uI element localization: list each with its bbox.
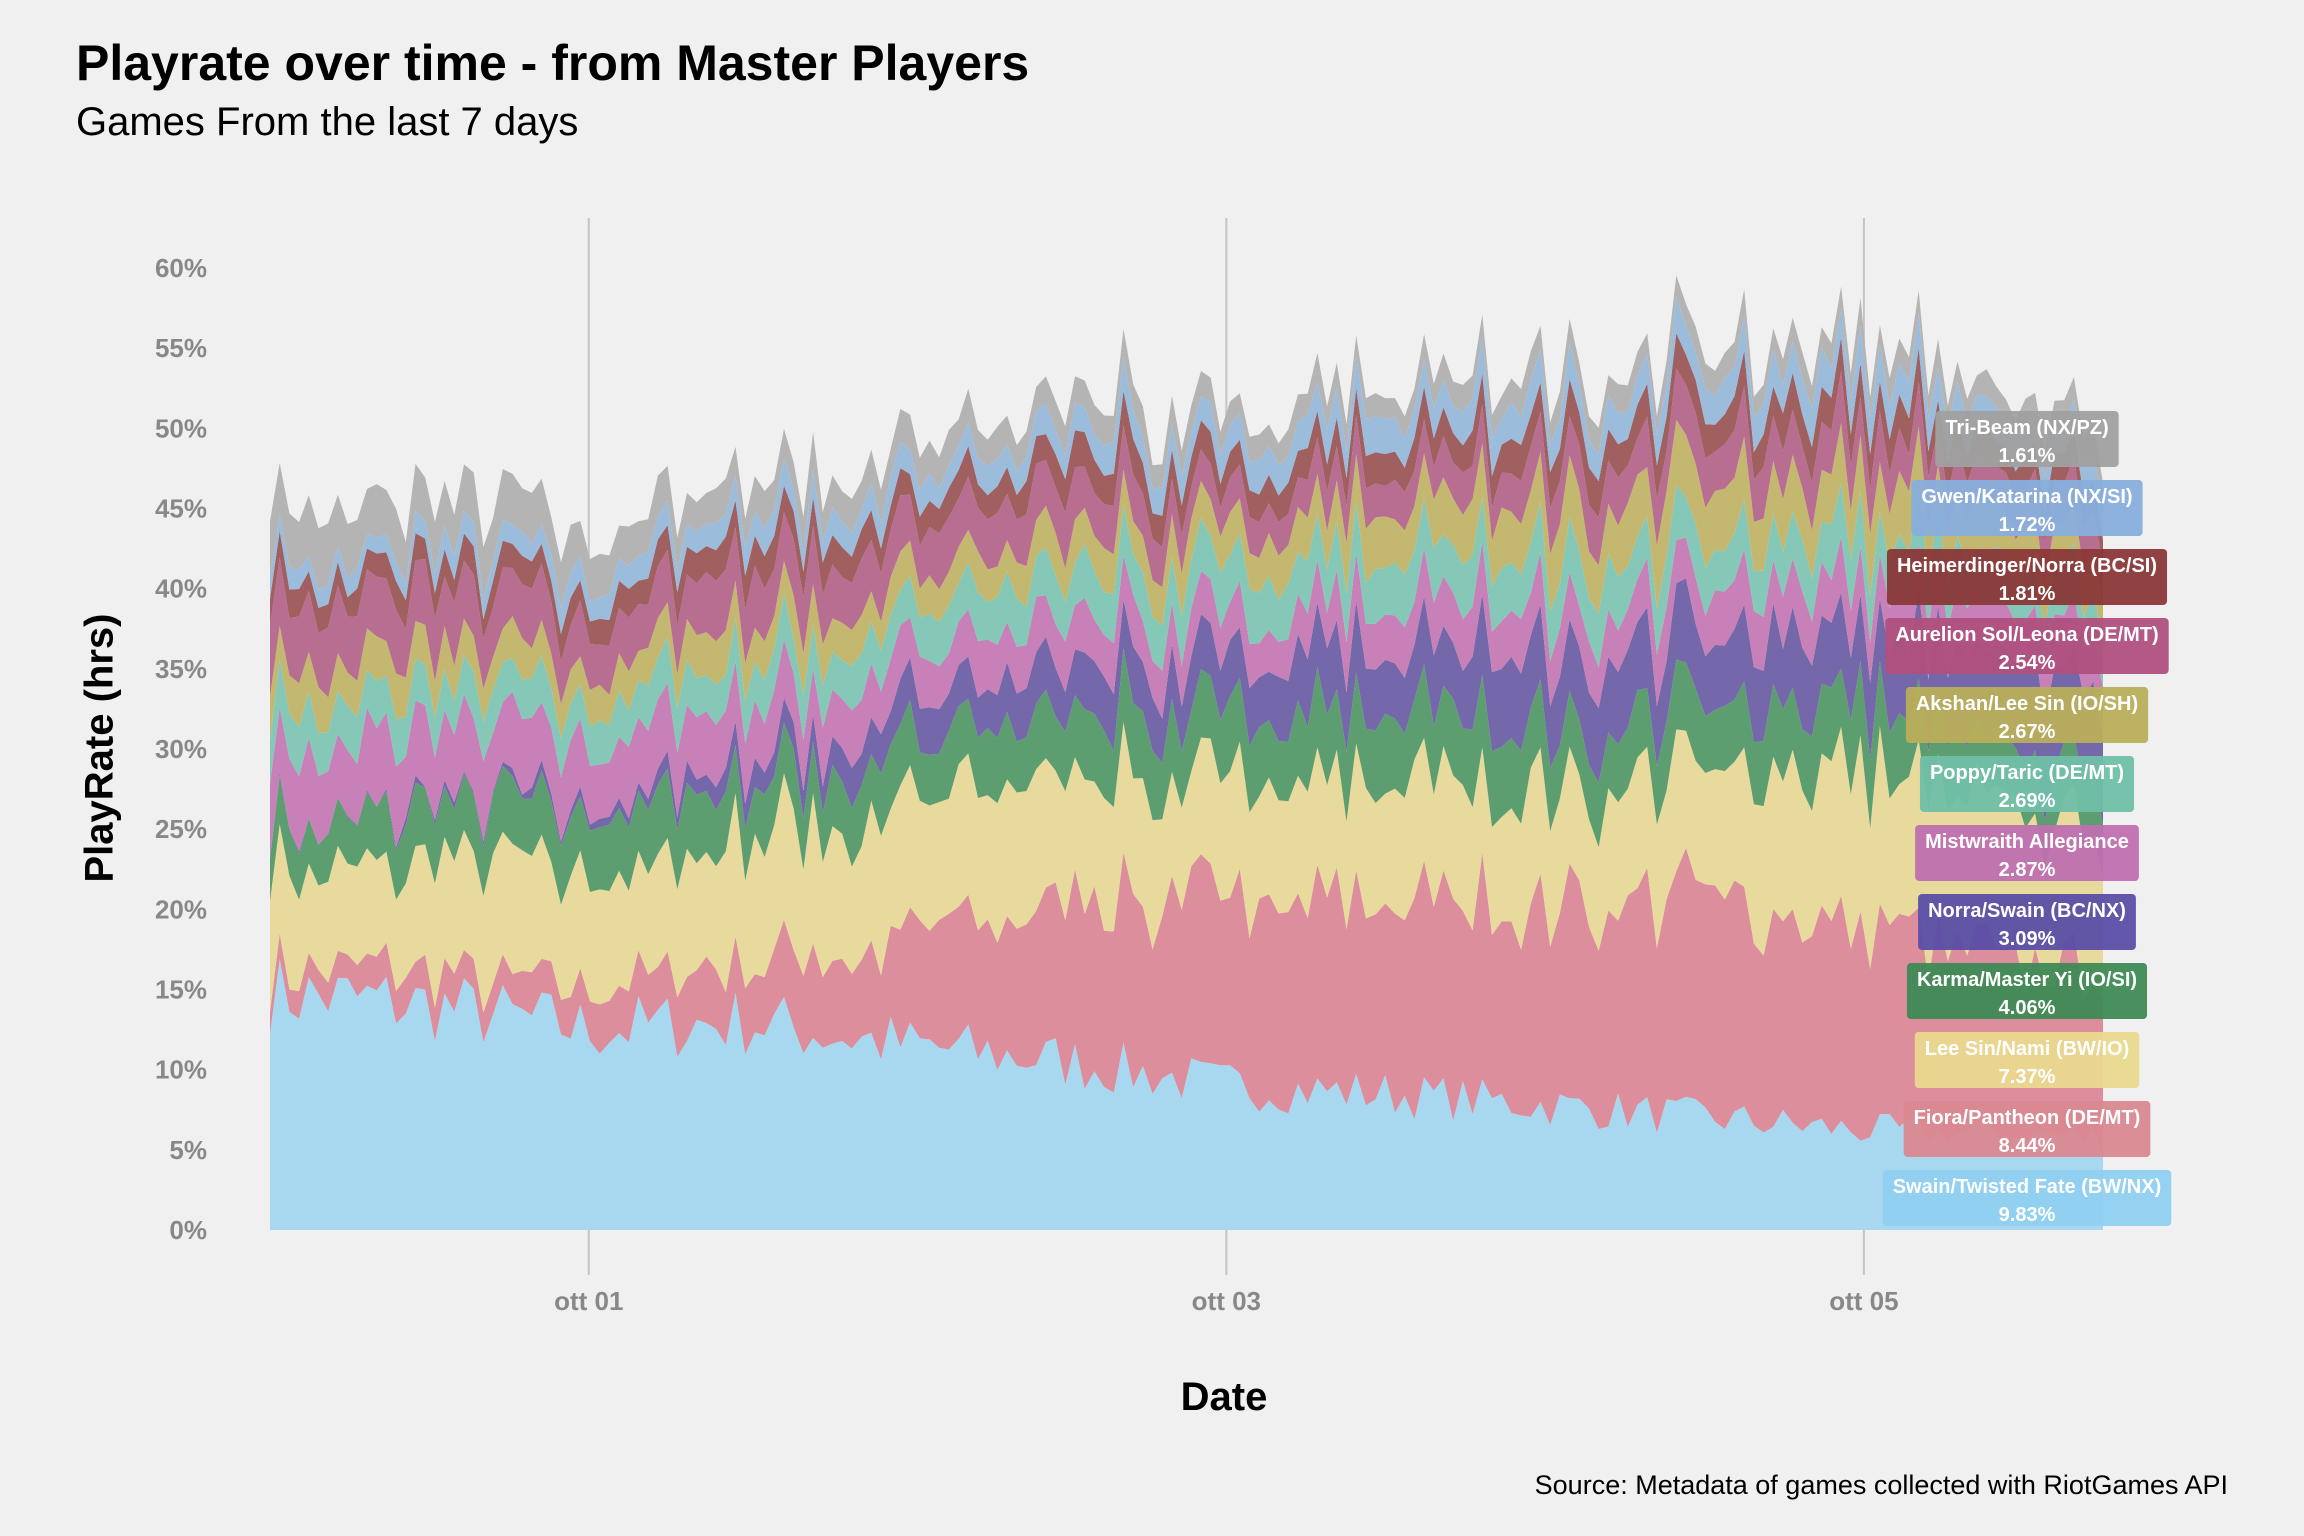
series-label: Tri-Beam (NX/PZ) 1.61% xyxy=(1935,411,2119,467)
series-label-name: Poppy/Taric (DE/MT) xyxy=(1930,762,2124,784)
series-label-name: Akshan/Lee Sin (IO/SH) xyxy=(1916,693,2138,715)
y-tick-label: 50% xyxy=(155,413,207,443)
series-labels: Swain/Twisted Fate (BW/NX) 9.83% Fiora/Pan… xyxy=(1882,411,2172,1226)
y-tick-label: 60% xyxy=(155,253,207,283)
area-series-3 xyxy=(270,648,2103,905)
area-series-11 xyxy=(270,275,2103,609)
series-label-value: 1.81% xyxy=(1999,583,2056,605)
area-series-1 xyxy=(270,847,2103,1153)
series-label-value: 1.61% xyxy=(1999,445,2056,467)
x-axis-ticks: ott 01 ott 03 ott 05 xyxy=(554,1286,1898,1316)
series-label-box xyxy=(1882,1170,2172,1226)
x-tick-label: ott 05 xyxy=(1829,1286,1898,1316)
y-tick-label: 25% xyxy=(155,814,207,844)
series-label-name: Heimerdinger/Norra (BC/SI) xyxy=(1897,555,2157,577)
series-label-box xyxy=(1918,894,2136,950)
series-label-value: 1.72% xyxy=(1999,514,2056,536)
area-series-7 xyxy=(270,419,2103,740)
series-label-box xyxy=(1915,825,2139,881)
series-label-value: 4.06% xyxy=(1999,997,2056,1019)
series-label-value: 8.44% xyxy=(1999,1135,2056,1157)
x-tick-label: ott 03 xyxy=(1192,1286,1261,1316)
series-label-name: Gwen/Katarina (NX/SI) xyxy=(1921,486,2132,508)
series-label-value: 2.67% xyxy=(1999,721,2056,743)
area-series-10 xyxy=(270,297,2103,635)
series-label-box xyxy=(1914,1032,2140,1088)
y-tick-label: 5% xyxy=(169,1135,207,1165)
series-label-box xyxy=(1911,480,2143,536)
y-tick-label: 30% xyxy=(155,734,207,764)
series-label: Karma/Master Yi (IO/SI) 4.06% xyxy=(1906,963,2148,1019)
y-tick-label: 40% xyxy=(155,574,207,604)
chart-title: Playrate over time - from Master Players xyxy=(76,35,1030,91)
series-label-name: Tri-Beam (NX/PZ) xyxy=(1945,417,2108,439)
y-tick-label: 35% xyxy=(155,654,207,684)
area-series-0 xyxy=(270,958,2103,1230)
series-label-box xyxy=(1886,549,2168,605)
series-label: Lee Sin/Nami (BW/IO) 7.37% xyxy=(1914,1032,2140,1088)
series-label-name: Mistwraith Allegiance xyxy=(1925,831,2129,853)
chart-subtitle: Games From the last 7 days xyxy=(76,100,579,144)
x-tick-label: ott 01 xyxy=(554,1286,623,1316)
series-label-box xyxy=(1919,756,2135,812)
series-label-name: Fiora/Pantheon (DE/MT) xyxy=(1914,1107,2141,1129)
series-label-box xyxy=(1906,963,2148,1019)
series-label-name: Norra/Swain (BC/NX) xyxy=(1928,900,2126,922)
series-label: Poppy/Taric (DE/MT) 2.69% xyxy=(1919,756,2135,812)
area-series-4 xyxy=(270,578,2103,859)
area-series-2 xyxy=(270,722,2103,1013)
series-label: Aurelion Sol/Leona (DE/MT) 2.54% xyxy=(1885,618,2169,674)
y-axis-title: PlayRate (hrs) xyxy=(77,613,122,883)
series-label-value: 3.09% xyxy=(1999,928,2056,950)
source-caption: Source: Metadata of games collected with… xyxy=(1534,1470,2228,1500)
y-tick-label: 10% xyxy=(155,1055,207,1085)
area-series-9 xyxy=(270,333,2103,662)
y-tick-label: 20% xyxy=(155,894,207,924)
series-label-box xyxy=(1935,411,2119,467)
series-label: Akshan/Lee Sin (IO/SH) 2.67% xyxy=(1905,687,2149,743)
series-label-value: 2.54% xyxy=(1999,652,2056,674)
series-label-box xyxy=(1903,1101,2151,1157)
series-label-name: Karma/Master Yi (IO/SI) xyxy=(1917,969,2137,991)
series-label: Swain/Twisted Fate (BW/NX) 9.83% xyxy=(1882,1170,2172,1226)
series-label: Gwen/Katarina (NX/SI) 1.72% xyxy=(1911,480,2143,536)
series-label: Heimerdinger/Norra (BC/SI) 1.81% xyxy=(1886,549,2168,605)
area-series-8 xyxy=(270,368,2103,704)
series-label: Fiora/Pantheon (DE/MT) 8.44% xyxy=(1903,1101,2151,1157)
series-label-name: Aurelion Sol/Leona (DE/MT) xyxy=(1895,624,2158,646)
y-tick-label: 0% xyxy=(169,1215,207,1245)
series-label-name: Swain/Twisted Fate (BW/NX) xyxy=(1893,1176,2162,1198)
area-series-6 xyxy=(270,483,2103,784)
series-label-name: Lee Sin/Nami (BW/IO) xyxy=(1925,1038,2129,1060)
series-label-value: 2.87% xyxy=(1999,859,2056,881)
series-label-value: 9.83% xyxy=(1999,1204,2056,1226)
series-label-value: 7.37% xyxy=(1999,1066,2056,1088)
series-label-box xyxy=(1885,618,2169,674)
series-label-value: 2.69% xyxy=(1999,790,2056,812)
series-label: Mistwraith Allegiance 2.87% xyxy=(1915,825,2139,881)
series-label: Norra/Swain (BC/NX) 3.09% xyxy=(1918,894,2136,950)
x-axis-title: Date xyxy=(1180,1375,1268,1419)
y-tick-label: 55% xyxy=(155,333,207,363)
y-axis-ticks: 0% 5% 10% 15% 20% 25% 30% 35% 40% 45% 50% 55% 60% xyxy=(155,253,207,1245)
y-tick-label: 15% xyxy=(155,975,207,1005)
y-tick-label: 45% xyxy=(155,494,207,524)
area-series xyxy=(270,275,2103,1230)
series-label-box xyxy=(1905,687,2149,743)
